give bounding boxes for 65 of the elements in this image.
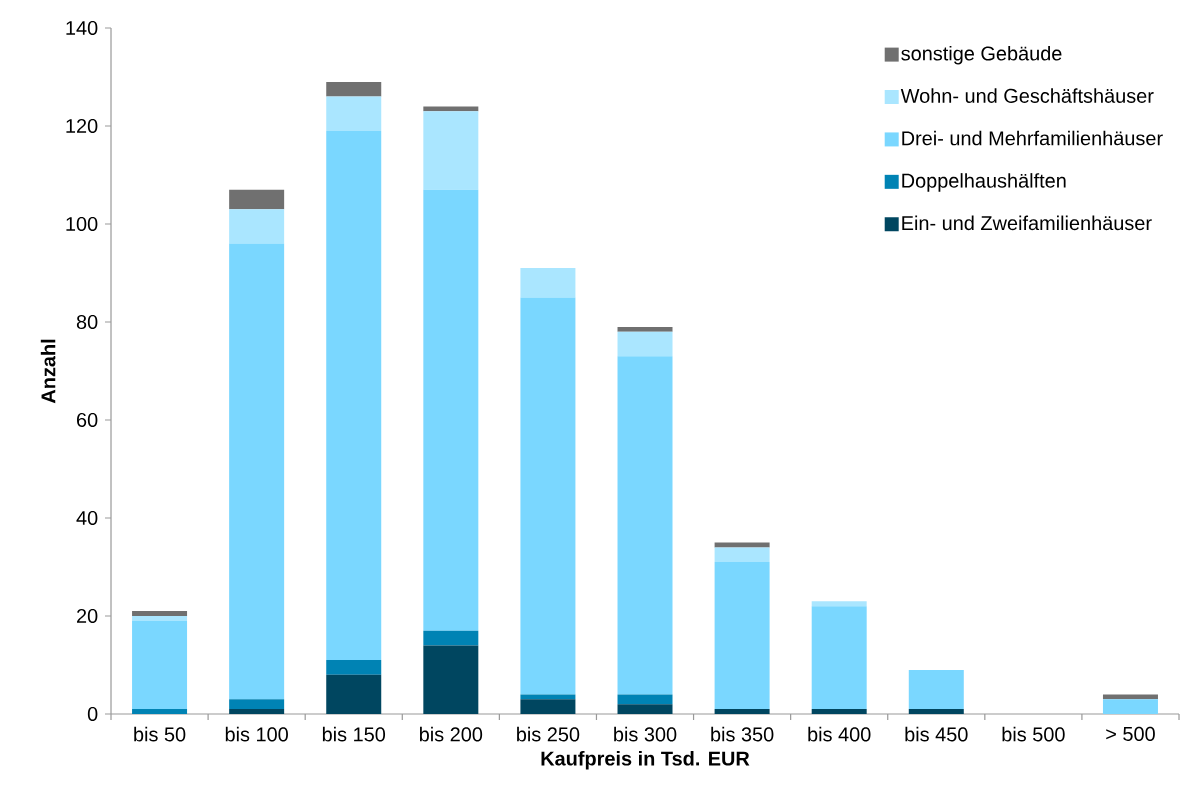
bar xyxy=(908,669,964,710)
legend-label: Doppelhaushälften xyxy=(902,173,1066,192)
legend-label: Drei- und Mehrfamilienhäuser xyxy=(902,130,1163,146)
y-tick-label: 80 xyxy=(76,314,98,330)
x-tick-label: bis 400 xyxy=(808,726,871,742)
bar xyxy=(229,699,285,710)
bar xyxy=(423,189,479,631)
bar xyxy=(520,694,576,700)
x-axis-title: Kaufpreis in Tsd. EUR xyxy=(541,750,750,770)
x-tick-label: bis 250 xyxy=(517,726,580,742)
x-tick-label: bis 350 xyxy=(711,726,774,742)
x-tick-label: bis 200 xyxy=(419,726,483,742)
bar xyxy=(714,562,770,710)
bar xyxy=(229,209,285,244)
y-tick-label: 140 xyxy=(66,20,98,36)
bar xyxy=(132,620,188,710)
bar xyxy=(423,111,479,190)
bar xyxy=(326,81,382,97)
bar xyxy=(326,674,382,714)
y-tick-label: 100 xyxy=(66,216,98,232)
bar xyxy=(423,106,479,112)
bar xyxy=(520,297,576,695)
bar xyxy=(811,606,867,710)
x-tick-label: bis 300 xyxy=(614,726,677,742)
y-tick-label: 20 xyxy=(77,608,98,624)
bar xyxy=(229,709,285,714)
y-tick-label: 60 xyxy=(77,412,98,428)
bar xyxy=(326,660,382,675)
bar xyxy=(423,645,479,714)
bar xyxy=(132,615,188,621)
bar xyxy=(811,709,867,714)
bar xyxy=(132,611,188,616)
legend-label: Ein- und Zweifamilienhäuser xyxy=(902,215,1152,231)
bar xyxy=(520,699,576,714)
bar xyxy=(132,709,188,714)
bar xyxy=(617,704,673,714)
bar xyxy=(423,630,479,646)
bar xyxy=(617,694,673,705)
x-tick-label: bis 450 xyxy=(905,726,968,742)
y-tick-label: 40 xyxy=(76,510,98,526)
bar xyxy=(617,356,673,695)
bar xyxy=(1102,699,1158,714)
x-tick-label: bis 150 xyxy=(322,726,386,742)
bar xyxy=(714,709,770,714)
y-tick-label: 120 xyxy=(66,118,98,134)
bar xyxy=(326,96,382,131)
bar xyxy=(714,547,770,563)
bar xyxy=(811,601,867,607)
bar xyxy=(1102,694,1158,700)
x-tick-label: > 500 xyxy=(1106,726,1155,741)
bar xyxy=(714,542,770,548)
x-tick-label: bis 100 xyxy=(225,726,288,742)
bar xyxy=(229,243,285,700)
bar xyxy=(326,130,382,661)
x-tick-label: bis 500 xyxy=(1002,726,1065,742)
y-axis-title: Anzahl xyxy=(40,339,56,404)
x-tick-label: bis 50 xyxy=(134,726,186,742)
bar xyxy=(908,709,964,714)
bar xyxy=(520,268,576,298)
bar xyxy=(617,326,673,332)
legend-label: Wohn- und Geschäftshäuser xyxy=(900,88,1154,103)
bar xyxy=(617,331,673,357)
legend-label: sonstige Gebäude xyxy=(901,45,1062,65)
bar xyxy=(229,189,285,210)
y-tick-label: 0 xyxy=(87,706,98,722)
